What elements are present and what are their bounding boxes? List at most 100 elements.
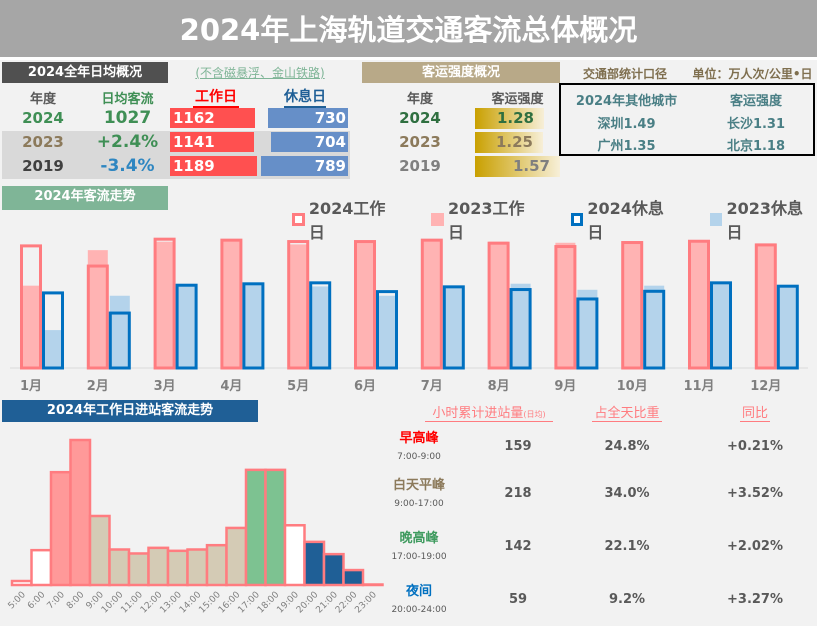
month-label: 11月 — [683, 379, 714, 394]
month-label: 2月 — [87, 379, 109, 394]
intensity-source: 交通部统计口径 — [582, 67, 667, 81]
hour-bar — [147, 546, 170, 587]
bar-2024-rest — [509, 288, 532, 370]
legend-swatch — [292, 212, 305, 226]
intensity-col-value: 客运强度 — [491, 92, 544, 107]
bar-2023-work — [755, 243, 776, 368]
col-rest: 休息日 — [284, 86, 326, 108]
work-bar: 1162 — [170, 108, 255, 128]
bar-2023-rest — [577, 289, 598, 368]
month-label: 6月 — [354, 379, 376, 394]
city-guangzhou: 广州1.35 — [597, 139, 656, 154]
period-share: 22.1% — [604, 539, 650, 554]
intensity-unit: 单位：万人次/公里•日 — [692, 67, 813, 81]
intensity-bar: 1.57 — [475, 156, 560, 177]
bar-2024-work — [420, 238, 443, 370]
legend-label: 2023工作日 — [447, 199, 525, 242]
bar-2024-rest — [309, 281, 332, 370]
bar-2023-rest — [377, 295, 397, 368]
period-share: 24.8% — [604, 439, 650, 454]
work-bar: 1141 — [170, 132, 254, 152]
col-work: 工作日 — [193, 86, 239, 108]
month-label: 5月 — [287, 379, 309, 394]
bar-2024-work — [554, 245, 577, 370]
bar-2023-work — [622, 241, 643, 368]
hour-bar — [322, 552, 345, 587]
bar-2024-rest — [108, 311, 131, 370]
legend-swatch — [431, 212, 444, 226]
bar-2024-rest — [776, 284, 799, 370]
bar-2024-rest — [576, 297, 599, 370]
bar-2024-rest — [242, 282, 265, 370]
period-time: 9:00-17:00 — [394, 499, 444, 509]
period-volume: 59 — [508, 592, 528, 607]
period-volume: 159 — [504, 439, 532, 454]
summary-header: 2024全年日均概况 — [2, 62, 168, 83]
bar-2023-rest — [310, 286, 331, 368]
hour-bar — [30, 548, 53, 587]
city-beijing: 北京1.18 — [726, 139, 786, 154]
bar-2024-work — [20, 244, 42, 370]
hour-bar — [361, 583, 384, 587]
hour-bar — [205, 543, 228, 587]
rest-bar: 704 — [271, 132, 348, 152]
intensity-year: 2023 — [399, 133, 441, 151]
hour-bar — [342, 568, 365, 587]
month-label: 8月 — [488, 379, 510, 394]
bar-2024-rest — [42, 291, 64, 370]
intensity-year: 2019 — [399, 157, 441, 175]
bar-2024-rest — [175, 283, 198, 370]
legend-swatch — [709, 212, 723, 226]
intensity-header: 客运强度概况 — [362, 62, 560, 83]
bar-2023-rest — [243, 283, 264, 368]
summary-note: (不含磁悬浮、金山铁路) — [195, 66, 325, 80]
month-label: 9月 — [554, 379, 576, 394]
bar-2023-work — [555, 242, 576, 368]
legend-label: 2024工作日 — [308, 199, 386, 242]
bar-2023-rest — [443, 286, 464, 368]
summary-year: 2024 — [22, 109, 64, 127]
bar-2024-rest — [442, 285, 465, 370]
bar-2023-work — [87, 250, 108, 368]
bar-2023-rest — [644, 285, 665, 368]
summary-avg: 1027 — [103, 108, 152, 128]
period-yoy: +3.27% — [727, 592, 783, 607]
legend-2024-rest: 2024休息日 — [570, 195, 678, 243]
bar-2024-work — [287, 240, 310, 370]
col-volume-note: (日均) — [523, 410, 546, 419]
bar-2024-work — [688, 239, 710, 370]
bar-2024-work — [220, 238, 243, 370]
monthly-chart: 1月 2月 3月 4月 5月 6月 7月 8月 9月 10月 11月 12月 — [10, 237, 808, 394]
bar-2023-rest — [109, 295, 130, 368]
period-name: 早高峰 — [399, 431, 439, 446]
month-label: 7月 — [421, 379, 443, 394]
page-title: 2024年上海轨道交通客流总体概况 — [0, 0, 817, 60]
hour-label: 23:00 — [353, 590, 379, 616]
col-year: 年度 — [29, 92, 56, 107]
month-label: 12月 — [750, 379, 781, 394]
bar-2024-work — [86, 264, 109, 370]
bar-2024-rest — [643, 289, 666, 370]
hour-bar — [127, 552, 150, 587]
col-volume: 小时累计进站量(日均) — [425, 402, 553, 422]
legend-label: 2023休息日 — [726, 199, 804, 242]
summary-avg: -3.4% — [100, 156, 155, 176]
bar-2023-work — [154, 241, 175, 368]
legend-label: 2024休息日 — [587, 199, 664, 242]
bar-2024-work — [354, 240, 376, 370]
hour-label: 5:00 — [7, 590, 29, 612]
bar-2023-work — [288, 244, 309, 368]
hour-bar — [166, 549, 189, 587]
period-share: 9.2% — [608, 592, 646, 607]
hour-bar — [10, 579, 33, 587]
intensity-bar: 1.28 — [475, 108, 544, 129]
legend-swatch — [570, 212, 584, 226]
other-col-value: 客运强度 — [729, 94, 782, 109]
rest-bar: 789 — [261, 156, 348, 176]
bar-2023-work — [689, 240, 709, 368]
col-yoy: 同比 — [740, 402, 770, 422]
period-time: 7:00-9:00 — [397, 452, 441, 462]
bar-2024-work — [487, 241, 510, 370]
city-changsha: 长沙1.31 — [726, 117, 786, 132]
bar-2023-work — [488, 241, 509, 368]
